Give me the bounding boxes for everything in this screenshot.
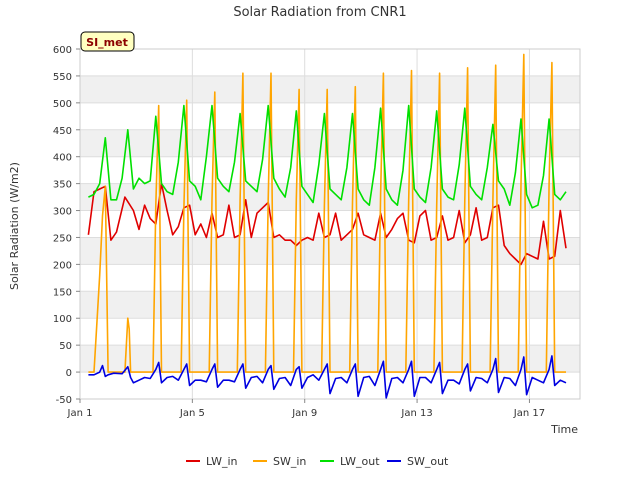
x-tick-label: Jan 1 <box>67 408 93 419</box>
y-tick-label: 200 <box>53 260 72 271</box>
y-tick-label: 500 <box>53 99 72 110</box>
y-axis-label: Solar Radiation (W/m2) <box>8 162 21 290</box>
legend-label-sw-in: SW_in <box>273 455 306 468</box>
x-tick-label: Jan 5 <box>179 408 205 419</box>
y-tick-label: 400 <box>53 153 72 164</box>
y-tick-label: 600 <box>53 45 72 56</box>
y-tick-label: -50 <box>56 395 72 406</box>
legend-label-sw-out: SW_out <box>407 455 449 468</box>
y-tick-label: 100 <box>53 314 72 325</box>
series-line-lw-out <box>88 104 567 209</box>
series-line-sw-in <box>88 53 566 373</box>
y-tick-label: 350 <box>53 180 72 191</box>
x-tick-label: Jan 9 <box>291 408 317 419</box>
plot-frame <box>79 48 581 400</box>
station-badge-box <box>80 31 135 52</box>
station-badge: SI_met <box>80 31 135 52</box>
y-tick-label: 0 <box>66 368 72 379</box>
legend-label-lw-out: LW_out <box>340 455 380 468</box>
y-axis-ticks: -50 0 50 100 150 200 250 300 350 400 450 500 550 600 <box>53 45 80 406</box>
x-axis-ticks: Jan 1 Jan 5 Jan 9 Jan 13 Jan 17 <box>67 399 545 419</box>
series-lines <box>87 53 567 399</box>
y-tick-label: 50 <box>59 341 72 352</box>
x-tick-label: Jan 13 <box>400 408 432 419</box>
chart-title: Solar Radiation from CNR1 <box>233 5 406 20</box>
series-line-sw-out <box>88 355 567 399</box>
plot-band <box>80 75 580 103</box>
y-tick-label: 450 <box>53 126 72 137</box>
chart-legend: LW_in SW_in LW_out SW_out <box>186 455 449 468</box>
x-axis-label: Time <box>550 423 578 436</box>
station-badge-text: SI_met <box>86 36 128 49</box>
legend-label-lw-in: LW_in <box>206 455 238 468</box>
x-tick-label: Jan 17 <box>513 408 545 419</box>
series-line-lw-in <box>87 182 567 266</box>
y-tick-label: 300 <box>53 207 72 218</box>
y-tick-label: 250 <box>53 233 72 244</box>
y-tick-label: 150 <box>53 287 72 298</box>
y-tick-label: 550 <box>53 72 72 83</box>
